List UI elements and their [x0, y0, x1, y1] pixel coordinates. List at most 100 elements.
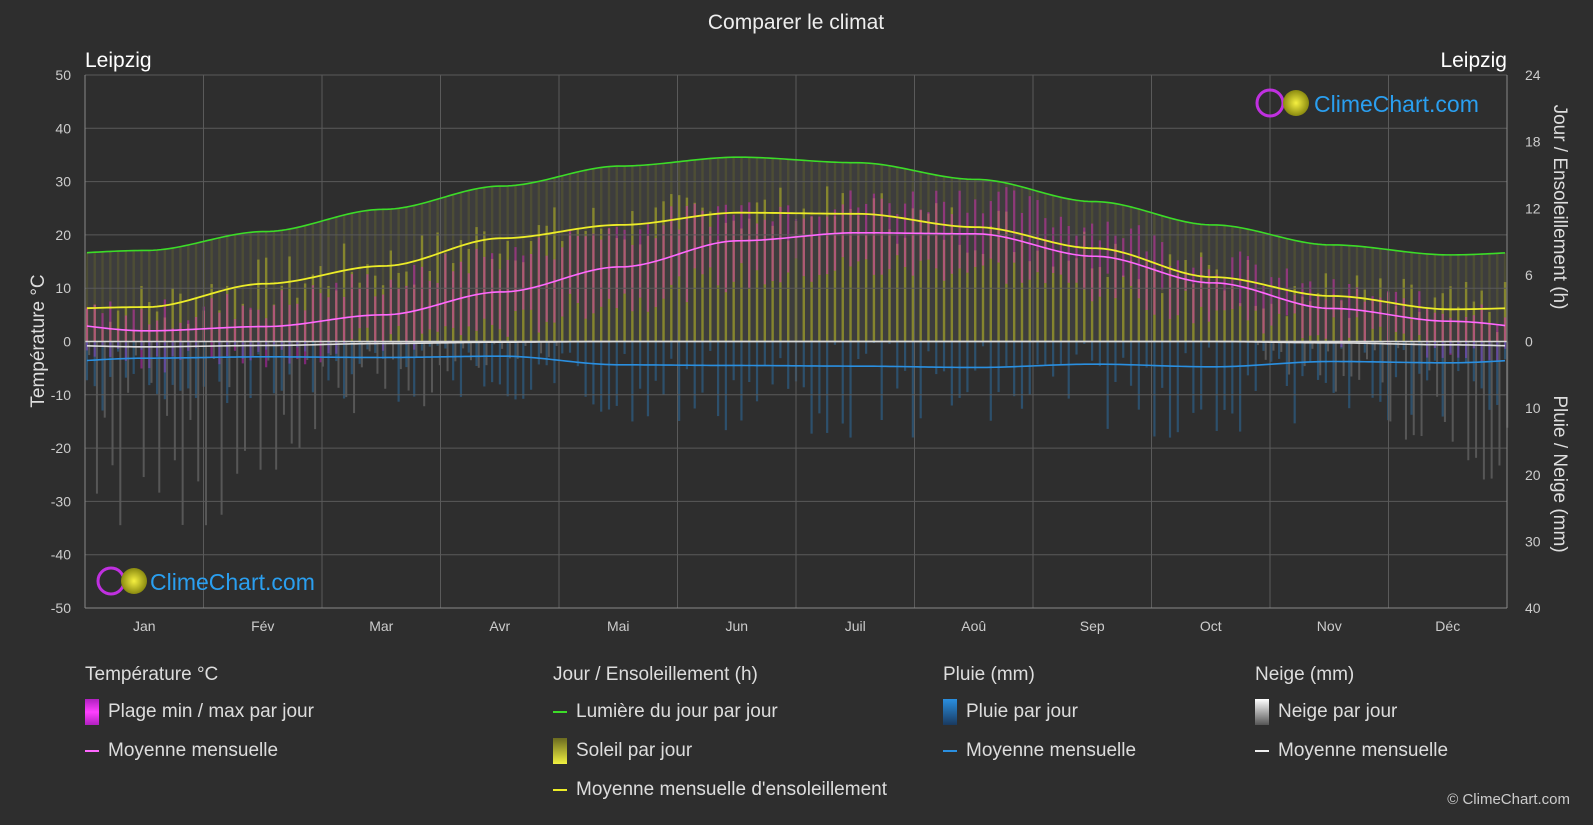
- rain-bar: [124, 341, 128, 378]
- temp-range-bar: [779, 206, 782, 283]
- sunshine-bar: [374, 275, 377, 342]
- temp-range-bar: [444, 253, 447, 327]
- temp-range-bar: [755, 223, 759, 271]
- sunshine-bar: [179, 293, 182, 342]
- temp-range-bar: [187, 320, 190, 351]
- snow-bar: [197, 341, 200, 482]
- rain-mean-line: [86, 355, 1506, 369]
- sunshine-bar: [537, 225, 541, 342]
- temp-range-bar: [1301, 283, 1304, 339]
- rain-bar: [1340, 341, 1343, 349]
- sunshine-bar: [163, 317, 167, 342]
- rain-bar: [155, 341, 159, 394]
- rain-bar: [101, 341, 104, 411]
- sunshine-bar: [1457, 306, 1460, 342]
- month-tick-label: Sep: [1080, 618, 1105, 634]
- sunshine-bar: [132, 330, 135, 342]
- sunshine-bar: [1371, 299, 1374, 342]
- snow-bar: [1327, 341, 1330, 352]
- brand-text-top: ClimeChart.com: [1314, 91, 1479, 117]
- sunshine-bar: [101, 329, 104, 342]
- temp-range-swatch: [85, 699, 99, 725]
- temp-range-bar: [670, 206, 673, 285]
- rain-bar: [826, 341, 829, 433]
- temp-range-bar: [927, 212, 930, 260]
- snow-bar: [462, 341, 465, 349]
- temp-range-bar: [935, 190, 938, 269]
- temp-range-bar: [296, 303, 299, 360]
- snow-bar: [1443, 341, 1446, 422]
- temp-range-bar: [833, 209, 837, 271]
- temp-range-bar: [288, 304, 291, 364]
- sunshine-bar: [1083, 231, 1086, 342]
- temp-range-bar: [1394, 291, 1398, 332]
- rain-bar: [880, 341, 883, 421]
- snow-bar: [329, 341, 332, 356]
- sunshine-bar: [467, 248, 470, 342]
- snow-bar: [259, 341, 262, 470]
- temp-range-bar: [1277, 277, 1281, 314]
- sunshine-bar: [670, 194, 673, 342]
- rain-bar: [701, 341, 704, 393]
- temp-range-bar: [942, 201, 946, 281]
- rain-bar: [1457, 341, 1460, 372]
- temp-range-bar: [1503, 317, 1507, 349]
- daylight-bar: [1254, 230, 1257, 342]
- temp-range-bar: [654, 238, 657, 308]
- temp-range-bar: [1355, 287, 1359, 318]
- sunshine-bar: [740, 228, 743, 342]
- right-bottom-tick-label: 20: [1525, 467, 1541, 483]
- right-axis-label-top: Jour / Ensoleillement (h): [1549, 105, 1570, 310]
- temp-range-bar: [366, 274, 369, 328]
- sunshine-bar: [1402, 278, 1405, 342]
- rain-bar: [374, 341, 377, 353]
- rain-bar: [1083, 341, 1086, 344]
- sunshine-bar: [1075, 258, 1078, 342]
- temp-range-bar: [732, 214, 735, 282]
- left-axis-label: Température °C: [28, 274, 49, 407]
- temp-range-bar: [436, 282, 439, 332]
- month-tick-label: Mar: [369, 618, 393, 634]
- snow-bar: [1475, 341, 1478, 458]
- sunshine-bar: [942, 239, 946, 342]
- sunshine-bar: [1418, 311, 1421, 342]
- temp-range-bar: [529, 253, 533, 310]
- right-bottom-tick-label: 30: [1525, 533, 1541, 549]
- legend-rain: Pluie (mm) Pluie par jour Moyenne mensue…: [943, 664, 1136, 777]
- left-tick-label: 30: [55, 174, 71, 190]
- rain-bar: [670, 341, 673, 359]
- rain-bar: [607, 341, 611, 410]
- snow-bar: [189, 341, 192, 420]
- temp-range-bar: [623, 229, 626, 294]
- temp-range-bar: [841, 204, 844, 258]
- rain-bar: [140, 341, 143, 350]
- temp-range-bar: [1075, 235, 1078, 283]
- temp-range-bar: [950, 214, 953, 274]
- rain-bar: [1106, 341, 1109, 429]
- rain-bar: [475, 341, 478, 367]
- legend-snow-title: Neige (mm): [1255, 664, 1355, 685]
- temp-range-bar: [584, 236, 587, 319]
- sunshine-bar: [685, 197, 689, 342]
- rain-bar: [85, 341, 89, 381]
- daylight-bar: [1340, 245, 1343, 342]
- sunshine-bar: [872, 198, 876, 342]
- rain-bar: [678, 341, 681, 421]
- rain-bar: [724, 341, 727, 431]
- snow-bar: [1412, 341, 1415, 436]
- rain-bar: [1293, 341, 1296, 424]
- sunshine-bar: [888, 229, 891, 342]
- daylight-bar: [381, 209, 385, 342]
- sunshine-bar: [1005, 211, 1008, 342]
- sunshine-bar: [1394, 305, 1398, 342]
- temp-range-bar: [826, 216, 829, 275]
- temp-range-bar: [662, 225, 665, 299]
- legend-rain-title: Pluie (mm): [943, 664, 1035, 685]
- rain-bar: [763, 341, 766, 367]
- temp-range-bar: [1215, 274, 1218, 311]
- sunshine-bar: [677, 195, 681, 342]
- rain-bar: [911, 341, 914, 438]
- legend-temp-mean: Moyenne mensuelle: [85, 738, 314, 764]
- temp-range-bar: [701, 210, 704, 275]
- rain-bar: [740, 341, 743, 421]
